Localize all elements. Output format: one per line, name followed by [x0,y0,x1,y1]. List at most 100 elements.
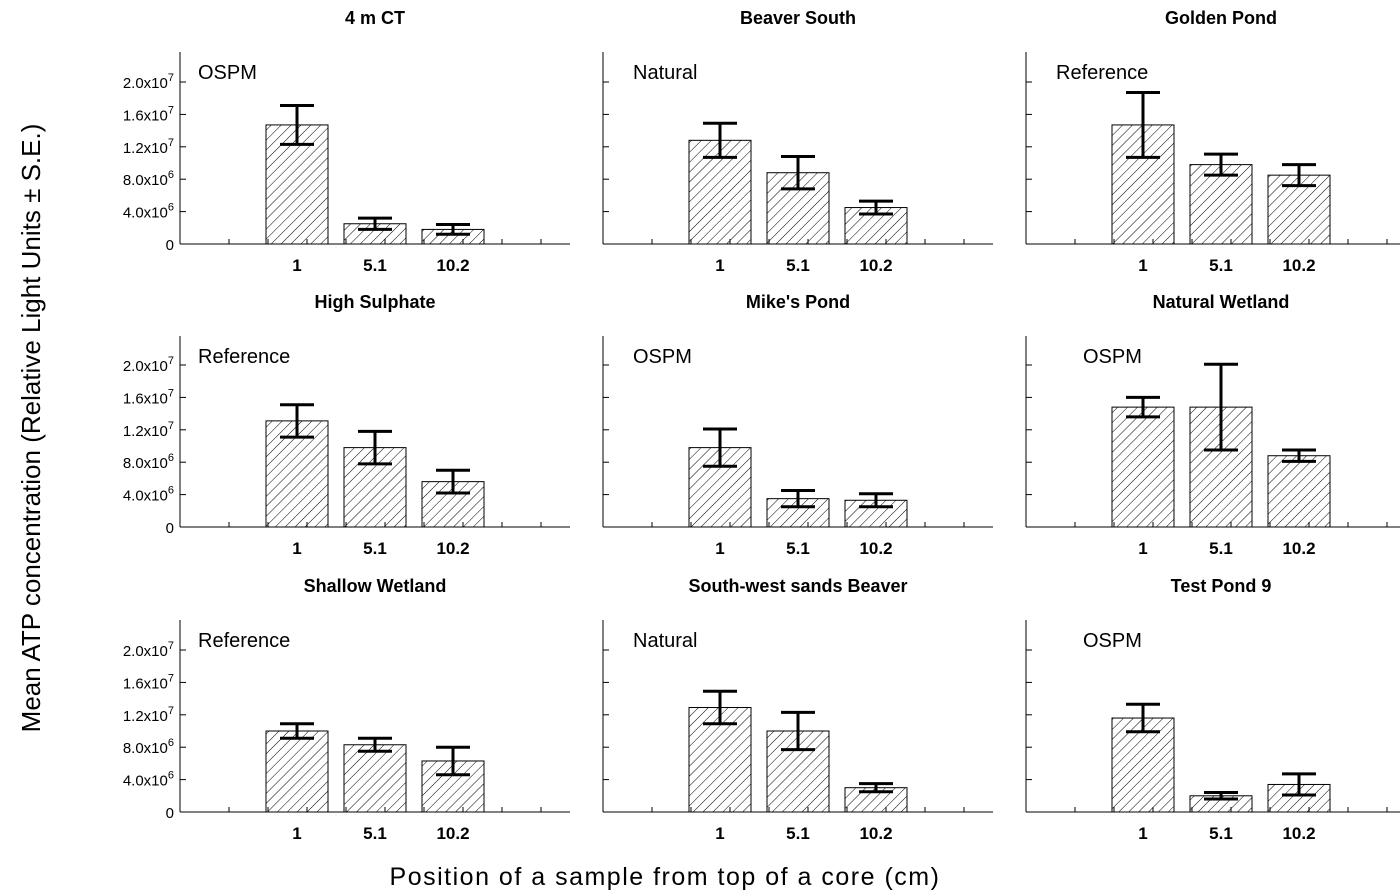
x-tick-label: 10.2 [436,824,469,843]
y-tick-exponent: 6 [168,737,174,749]
x-tick-label: 5.1 [1209,824,1233,843]
panel-title: 4 m CT [345,8,405,28]
panel-title: Mike's Pond [746,292,850,312]
error-bar [1204,152,1238,177]
error-bar [1126,91,1160,159]
y-tick-label: 2.0x107 [123,640,174,660]
error-bar [781,155,815,191]
error-bar [1282,163,1316,188]
error-bar [358,429,392,466]
y-tick-exponent: 7 [168,72,174,84]
y-tick-label: 8.0x106 [123,452,174,472]
x-tick-label: 1 [715,256,724,275]
x-tick-label: 5.1 [363,539,387,558]
y-tick-exponent: 6 [168,169,174,181]
y-tick-label: 0 [166,237,174,254]
error-bar [703,689,737,726]
x-tick-label: 10.2 [859,824,892,843]
bar-5.1 [343,744,407,813]
error-bar [1282,448,1316,463]
x-tick-label: 1 [292,539,301,558]
error-bar [1126,395,1160,419]
y-tick-label: 2.0x107 [123,355,174,375]
error-bar [1282,772,1316,797]
x-tick-label: 1 [1138,539,1147,558]
site-type-label: Reference [1056,62,1148,84]
site-type-label: OSPM [198,62,257,84]
panel-1: 0 4.0x106 8.0x106 1.2x107 1.6x107 2.0x107 4 m … [123,8,570,275]
y-tick-label: 1.2x107 [123,705,174,725]
error-bar [703,121,737,159]
bar-1 [265,730,329,813]
error-bar [358,216,392,231]
y-tick-exponent: 7 [168,137,174,149]
panel-4: 0 4.0x106 8.0x106 1.2x107 1.6x107 2.0x107 High… [123,292,570,558]
x-tick-label: 5.1 [363,824,387,843]
error-bar [436,468,470,495]
x-tick-label: 5.1 [1209,256,1233,275]
bar-1 [1111,717,1175,813]
x-tick-label: 1 [1138,256,1147,275]
error-bar [280,103,314,146]
y-tick-exponent: 7 [168,420,174,432]
bar-10.2 [844,499,908,528]
site-type-label: Reference [198,630,290,652]
x-tick-label: 10.2 [1282,256,1315,275]
y-tick-label: 1.6x107 [123,387,174,407]
panel-title: Beaver South [740,8,856,28]
y-tick-exponent: 7 [168,672,174,684]
y-tick-label: 1.2x107 [123,137,174,157]
x-tick-label: 10.2 [436,256,469,275]
y-tick-label: 0 [166,520,174,537]
site-type-label: OSPM [633,346,692,368]
y-tick-exponent: 7 [168,355,174,367]
error-bar [1204,791,1238,801]
x-tick-label: 1 [715,824,724,843]
error-bar [436,223,470,236]
error-bar [280,722,314,740]
x-tick-label: 5.1 [786,824,810,843]
panel-5: Mike's Pond OSPM 1 5.1 10.2 [602,292,993,558]
y-tick-label: 4.0x106 [123,770,174,790]
site-type-label: Natural [633,630,697,652]
x-tick-label: 10.2 [436,539,469,558]
error-bar [1204,362,1238,452]
y-tick-label: 4.0x106 [123,485,174,505]
x-tick-label: 1 [715,539,724,558]
error-bar [358,736,392,753]
site-type-label: Natural [633,62,697,84]
x-tick-label: 5.1 [1209,539,1233,558]
panel-title: Natural Wetland [1153,292,1290,312]
x-axis-label: Position of a sample from top of a core … [390,863,941,891]
y-tick-label: 1.6x107 [123,672,174,692]
error-bar [703,427,737,468]
x-tick-label: 5.1 [363,256,387,275]
x-tick-label: 10.2 [1282,539,1315,558]
y-tick-label: 8.0x106 [123,737,174,757]
x-tick-label: 1 [292,824,301,843]
panel-9: Test Pond 9 OSPM 1 5.1 10.2 [1025,576,1400,843]
panel-title: Test Pond 9 [1171,576,1272,596]
site-type-label: Reference [198,346,290,368]
y-tick-label: 0 [166,805,174,822]
error-bar [859,782,893,794]
site-type-label: OSPM [1083,346,1142,368]
y-tick-label: 1.6x107 [123,104,174,124]
panel-8: South-west sands Beaver Natural 1 5.1 10.2 [602,576,993,843]
x-tick-label: 1 [1138,824,1147,843]
y-tick-exponent: 7 [168,705,174,717]
error-bar [280,403,314,439]
panels-layer: 0 4.0x106 8.0x106 1.2x107 1.6x107 2.0x107 4 m … [123,8,1400,843]
panel-title: South-west sands Beaver [688,576,907,596]
error-bar [1126,702,1160,734]
y-tick-exponent: 7 [168,640,174,652]
panel-6: Natural Wetland OSPM 1 5.1 10.2 [1025,292,1400,558]
x-tick-label: 10.2 [859,539,892,558]
panel-3: Golden Pond Reference 1 5.1 10.2 [1025,8,1400,275]
panel-title: Golden Pond [1165,8,1277,28]
panel-2: Beaver South Natural 1 5.1 10.2 [602,8,993,275]
y-tick-exponent: 7 [168,104,174,116]
y-tick-exponent: 6 [168,452,174,464]
x-tick-label: 5.1 [786,256,810,275]
